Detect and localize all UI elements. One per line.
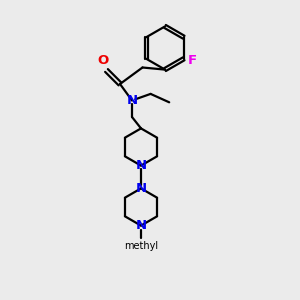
Text: F: F <box>188 54 197 67</box>
Text: N: N <box>135 219 147 232</box>
Text: O: O <box>98 55 109 68</box>
Text: N: N <box>135 182 147 195</box>
Text: methyl: methyl <box>124 241 158 250</box>
Text: N: N <box>135 159 147 172</box>
Text: N: N <box>126 94 138 107</box>
